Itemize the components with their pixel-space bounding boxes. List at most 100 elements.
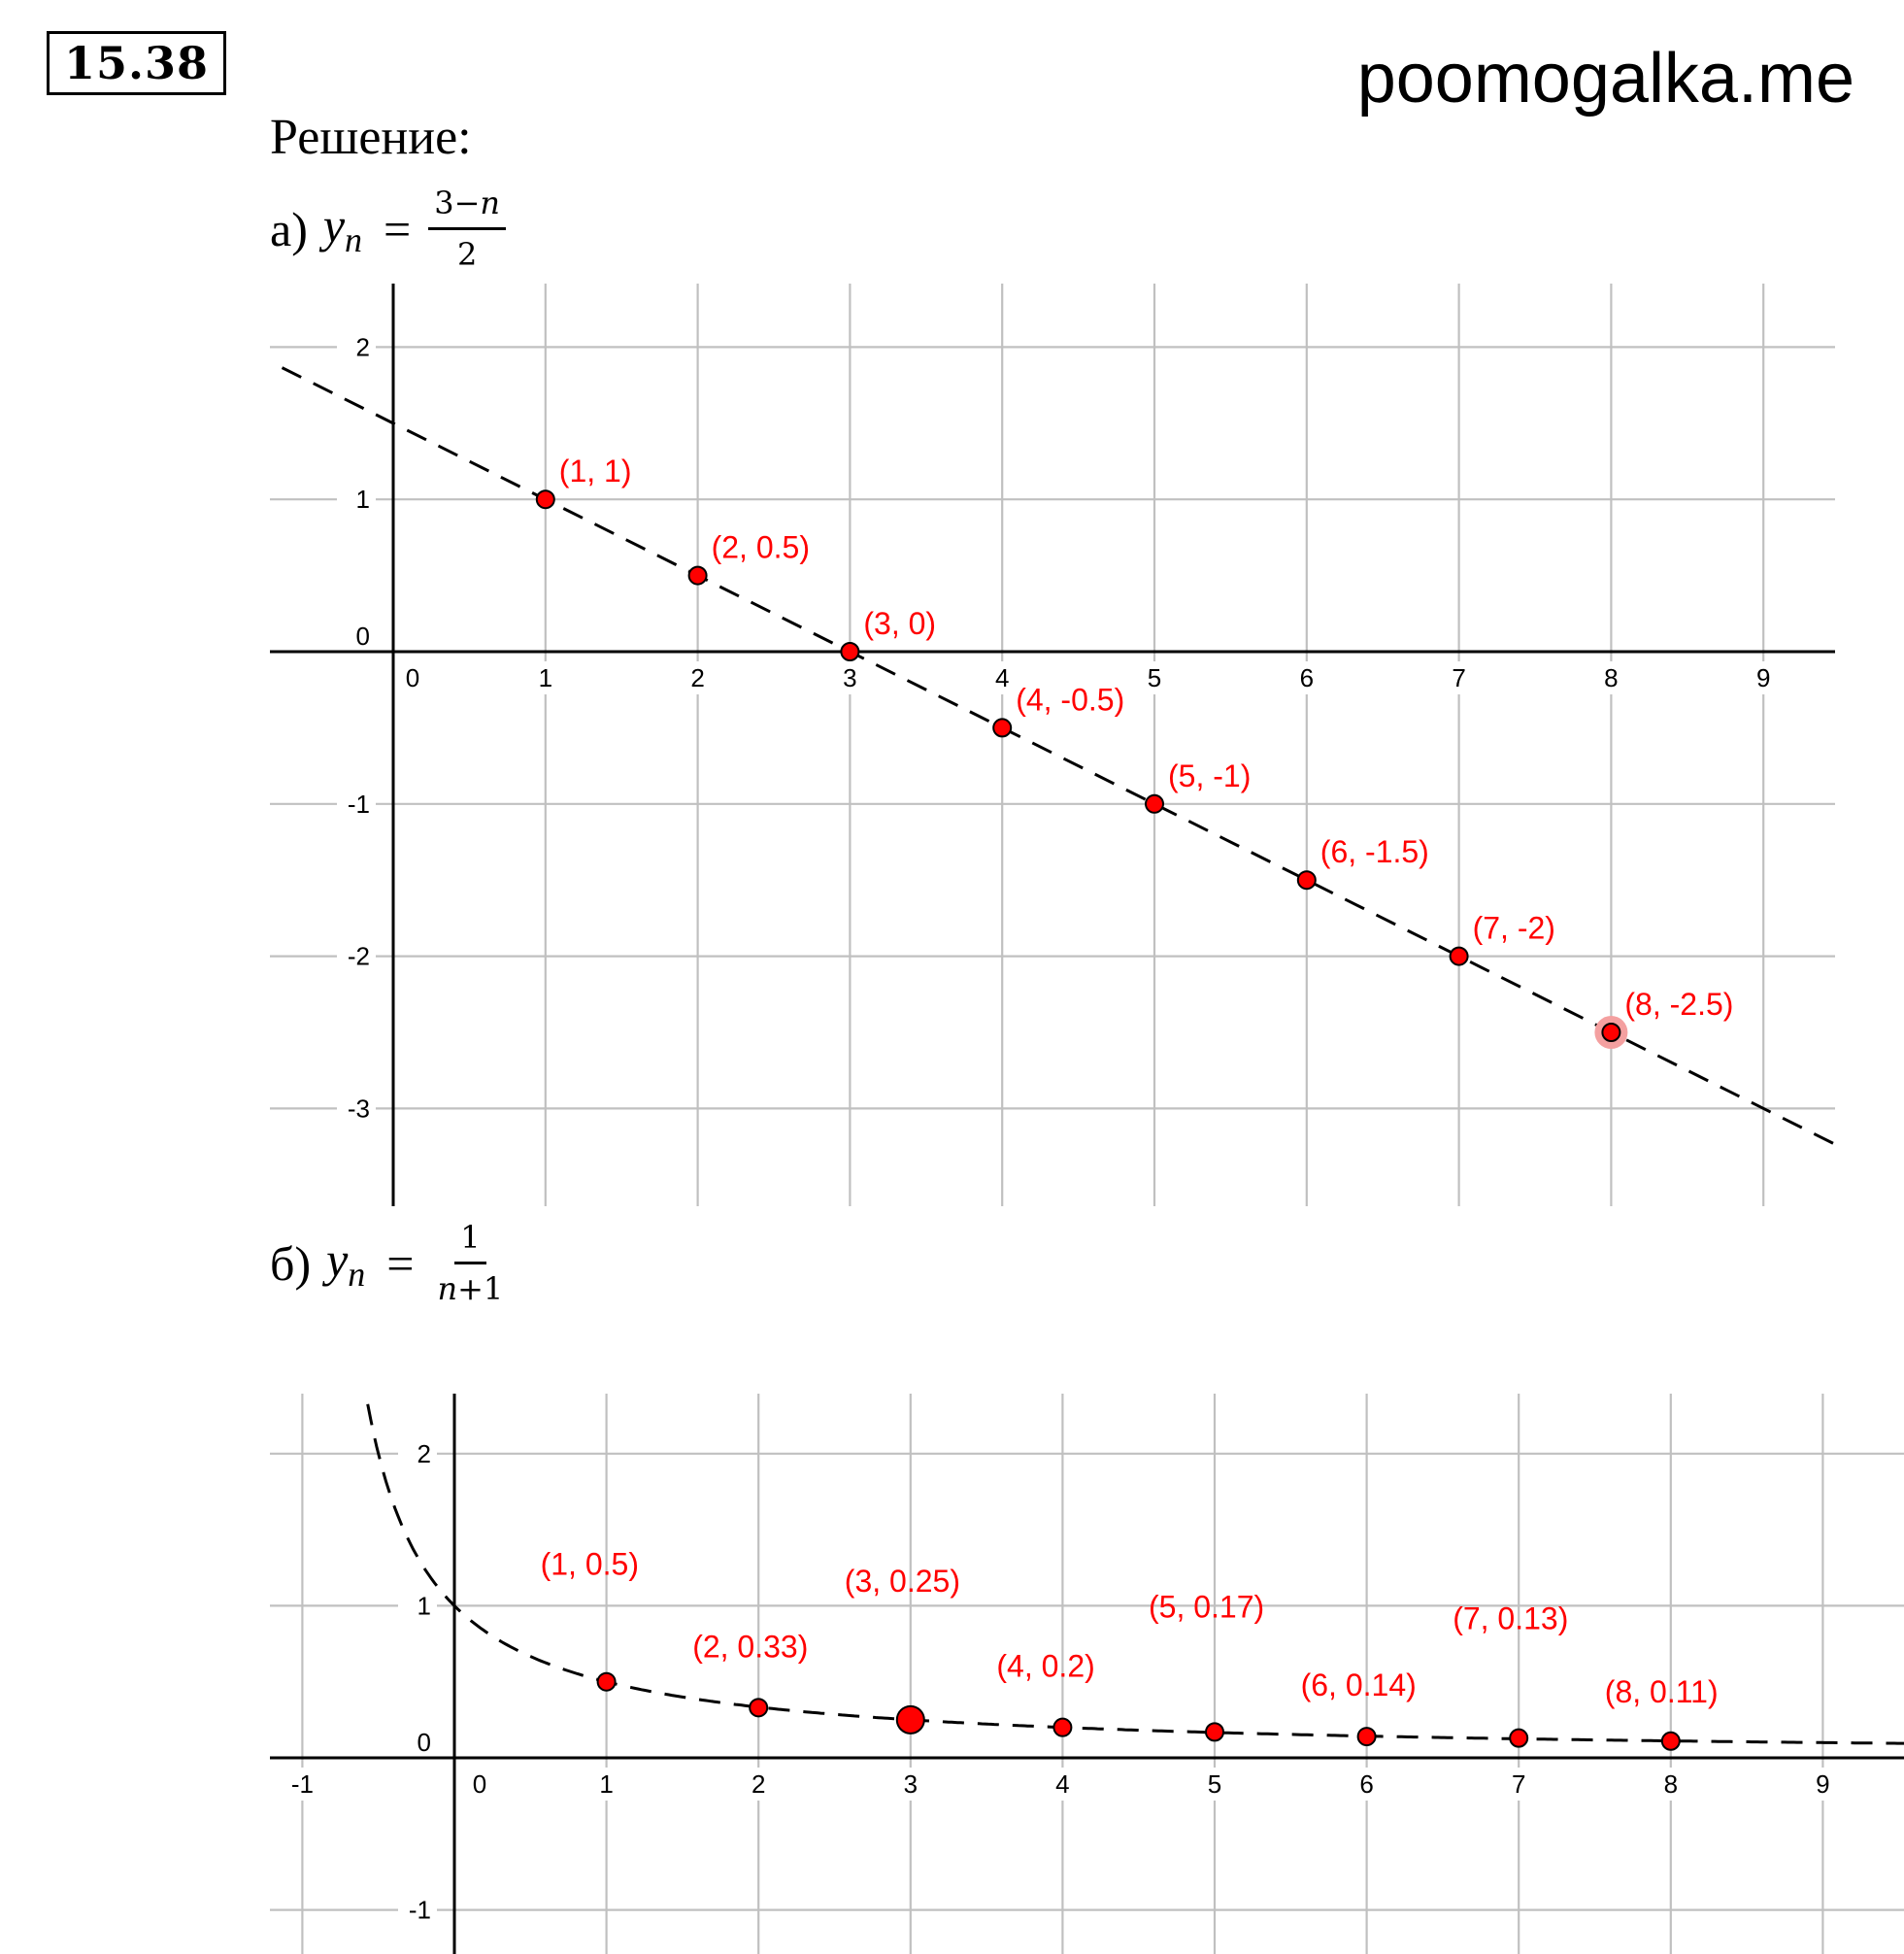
formula-a-denominator: 2 (456, 236, 478, 273)
formula-b-numerator: 1 (454, 1219, 486, 1264)
chart-a-x-tick-label: 8 (1604, 663, 1618, 692)
chart-b-x-tick-label: 2 (752, 1769, 765, 1799)
chart-a-point-label: (8, -2.5) (1624, 987, 1733, 1022)
chart-b-x-tick-bg (1353, 1768, 1381, 1801)
chart-b-x-tick-label: 8 (1664, 1769, 1678, 1799)
chart-a-x-tick-label: 9 (1756, 663, 1770, 692)
chart-b-y-tick-label: 1 (418, 1591, 431, 1620)
chart-a-y-tick-label: -3 (348, 1094, 370, 1123)
chart-a-point (1449, 946, 1469, 966)
chart-a-x-tick-bg (1597, 661, 1625, 694)
chart-a-point-label: (7, -2) (1473, 911, 1555, 946)
chart-a-y-tick-label: -2 (348, 942, 370, 971)
chart-b-point-label: (6, 0.14) (1301, 1668, 1417, 1702)
chart-b-curve (366, 1403, 1904, 1745)
chart-b-x-tick-label: 1 (599, 1769, 613, 1799)
chart-a-x-tick-bg (1445, 661, 1473, 694)
formula-b-label: б) (270, 1235, 312, 1291)
chart-a-point (1601, 1023, 1621, 1042)
formula-b-fraction: 1 n+1 (432, 1219, 510, 1307)
chart-b-x-tick-bg (745, 1768, 773, 1801)
chart-b-x-tick-bg (1049, 1768, 1077, 1801)
chart-a-y-tick-label: 0 (356, 622, 370, 651)
formula-b-equals: = (386, 1235, 415, 1291)
chart-a-point-label: (2, 0.5) (712, 530, 810, 565)
problem-number: 15.38 (47, 31, 226, 95)
chart-a-x-tick-label: 0 (406, 663, 419, 692)
chart-a-x-tick-bg (836, 661, 864, 694)
chart-b-x-tick-label: 4 (1055, 1769, 1069, 1799)
formula-a-lhs: yn (322, 198, 363, 259)
chart-b-point (895, 1704, 925, 1735)
formula-a-label: а) (270, 201, 308, 256)
chart-b-point (596, 1671, 617, 1692)
chart-a-y-tick-bg (337, 483, 376, 517)
chart-a-y-tick-bg (337, 330, 376, 364)
chart-b-x-tick-bg (1201, 1768, 1228, 1801)
chart-a-x-tick-label: 1 (539, 663, 552, 692)
chart-b-point-label: (5, 0.17) (1149, 1589, 1264, 1624)
chart-b-y-tick-label: 0 (418, 1728, 431, 1757)
chart-b-x-tick-bg (896, 1768, 924, 1801)
chart-a-point-label: (4, -0.5) (1016, 682, 1124, 717)
chart-a-y-tick-label: 1 (356, 485, 370, 514)
chart-b-x-tick-label: 3 (904, 1769, 918, 1799)
chart-b-y-tick-label: -1 (409, 1896, 431, 1925)
chart-b-x-tick-label: -1 (291, 1769, 314, 1799)
chart-b-x-tick-label: 6 (1359, 1769, 1373, 1799)
chart-b-x-tick-bg (1656, 1768, 1685, 1801)
chart-b-point-label: (1, 0.5) (541, 1547, 639, 1582)
chart-a-x-tick-bg (1141, 661, 1168, 694)
chart-b-point-label: (2, 0.33) (692, 1629, 808, 1664)
chart-b-point (1052, 1717, 1073, 1737)
chart-a-x-tick-label: 2 (690, 663, 704, 692)
chart-a-y-tick-bg (337, 787, 376, 821)
chart-b-point (1356, 1727, 1377, 1747)
chart-a-y-tick-label: 2 (356, 332, 370, 361)
chart-b-point (1509, 1728, 1529, 1748)
chart-a-x-tick-label: 7 (1452, 663, 1465, 692)
chart-a-x-tick-bg (1750, 661, 1778, 694)
chart-a-point (1296, 870, 1317, 891)
chart-a-point (535, 489, 555, 510)
chart-b-point-label: (7, 0.13) (1453, 1601, 1568, 1636)
chart-a-point-label: (6, -1.5) (1320, 834, 1429, 869)
chart-a-point-label: (1, 1) (559, 454, 632, 488)
formula-a-numerator: 3−n (428, 185, 507, 230)
site-name: poomogalka.me (1356, 40, 1854, 118)
chart-b-x-tick-bg (592, 1768, 620, 1801)
chart-a-x-tick-label: 5 (1148, 663, 1161, 692)
chart-a-y-tick-bg (337, 939, 376, 973)
chart-a-point (840, 642, 860, 661)
chart-b-x-tick-label: 5 (1208, 1769, 1221, 1799)
formula-b-lhs: yn (326, 1232, 366, 1294)
formula-b: б) yn = 1 n+1 (270, 1219, 509, 1307)
chart-a-x-tick-bg (1292, 661, 1320, 694)
chart-b-y-tick-bg (398, 1436, 437, 1470)
chart-a-x-tick-label: 4 (995, 663, 1009, 692)
formula-b-denominator: n+1 (437, 1270, 504, 1307)
chart-b-point-label: (3, 0.25) (845, 1564, 960, 1599)
chart-b-y-tick-bg (398, 1589, 437, 1623)
chart-b-point-label: (8, 0.11) (1605, 1674, 1719, 1709)
chart-b-point (749, 1698, 769, 1718)
chart-a-point (992, 718, 1013, 738)
chart-a-x-tick-bg (684, 661, 712, 694)
chart-b-y-tick-label: 2 (418, 1439, 431, 1468)
formula-a-fraction: 3−n 2 (428, 185, 507, 273)
formula-a: а) yn = 3−n 2 (270, 185, 507, 273)
formula-a-equals: = (384, 201, 412, 256)
chart-a-x-tick-label: 3 (843, 663, 856, 692)
chart-a-point-label: (5, -1) (1168, 758, 1251, 793)
solution-label: Решение: (270, 110, 472, 165)
chart-a-y-tick-label: -1 (348, 790, 370, 819)
chart-a-point (687, 565, 708, 586)
chart-b-x-tick-bg (1505, 1768, 1533, 1801)
chart-b-x-tick-label: 9 (1816, 1769, 1829, 1799)
chart-a-x-tick-bg (531, 661, 559, 694)
chart-b-x-tick-bg (1809, 1768, 1837, 1801)
chart-b-point (1660, 1731, 1681, 1751)
chart-b-x-tick-label: 7 (1512, 1769, 1525, 1799)
chart-a-x-tick-bg (988, 661, 1017, 694)
